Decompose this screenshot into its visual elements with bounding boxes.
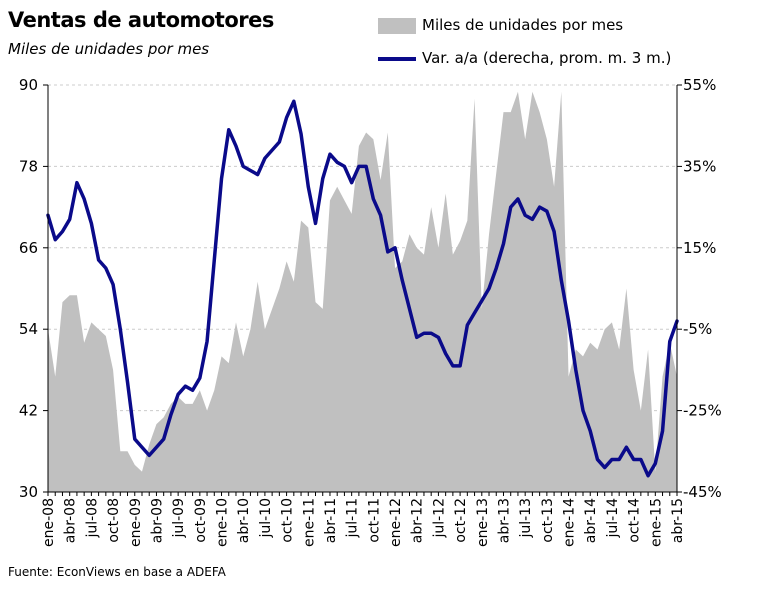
x-tick-label-19: oct-12 <box>453 498 469 543</box>
chart-subtitle: Miles de unidades por mes <box>8 40 210 58</box>
legend-label-area: Miles de unidades por mes <box>422 16 624 34</box>
y-right-tick-label-5: 55% <box>683 76 716 94</box>
y-right-tick-label-2: -5% <box>683 320 712 338</box>
x-tick-label-4: ene-09 <box>128 498 144 547</box>
x-tick-label-29: abr-15 <box>670 498 686 543</box>
y-right-tick-label-4: 35% <box>683 157 716 175</box>
x-tick-label-11: oct-10 <box>280 498 296 543</box>
x-tick-label-13: abr-11 <box>323 498 339 543</box>
x-tick-label-28: ene-15 <box>648 498 664 547</box>
x-tick-label-21: abr-13 <box>496 498 512 543</box>
x-tick-label-2: jul-08 <box>84 498 100 539</box>
y-left-tick-label-1: 42 <box>19 402 38 420</box>
y-left-tick-label-2: 54 <box>19 320 38 338</box>
series-line-yoy <box>46 99 679 478</box>
series-area-units <box>48 91 677 492</box>
y-right-tick-label-3: 15% <box>683 239 716 257</box>
x-tick-label-24: ene-14 <box>562 498 578 547</box>
y-left-tick-label-4: 78 <box>19 157 38 175</box>
x-tick-label-14: jul-11 <box>345 498 361 539</box>
legend-swatch-line <box>378 57 416 61</box>
y-left-tick-label-5: 90 <box>19 76 38 94</box>
x-tick-label-15: oct-11 <box>366 498 382 543</box>
x-tick-label-6: jul-09 <box>171 498 187 539</box>
x-tick-label-16: ene-12 <box>388 498 404 547</box>
x-tick-label-1: abr-08 <box>63 498 79 543</box>
x-tick-label-7: oct-09 <box>193 498 209 543</box>
x-tick-label-17: abr-12 <box>410 498 426 543</box>
chart-title: Ventas de automotores <box>8 8 274 32</box>
x-tick-label-5: abr-09 <box>149 498 165 543</box>
x-tick-label-23: oct-13 <box>540 498 556 543</box>
x-tick-label-3: oct-08 <box>106 498 122 543</box>
x-tick-label-26: jul-14 <box>605 498 621 539</box>
source-note: Fuente: EconViews en base a ADEFA <box>8 565 226 579</box>
x-tick-label-25: abr-14 <box>583 498 599 543</box>
y-right-tick-label-1: -25% <box>683 402 722 420</box>
x-tick-label-10: jul-10 <box>258 498 274 539</box>
x-tick-label-20: ene-13 <box>475 498 491 547</box>
x-tick-label-9: abr-10 <box>236 498 252 543</box>
legend-label-line: Var. a/a (derecha, prom. m. 3 m.) <box>422 49 672 67</box>
y-left-tick-label-3: 66 <box>19 239 38 257</box>
y-right-tick-label-0: -45% <box>683 483 722 501</box>
x-tick-label-27: oct-14 <box>627 498 643 543</box>
x-tick-label-12: ene-11 <box>301 498 317 547</box>
x-tick-label-0: ene-08 <box>41 498 57 547</box>
legend: Miles de unidades por mes Var. a/a (dere… <box>378 10 768 80</box>
x-tick-label-22: jul-13 <box>518 498 534 539</box>
x-tick-label-8: ene-10 <box>215 498 231 547</box>
x-tick-label-18: jul-12 <box>431 498 447 539</box>
y-left-tick-label-0: 30 <box>19 483 38 501</box>
legend-swatch-area <box>378 18 416 34</box>
